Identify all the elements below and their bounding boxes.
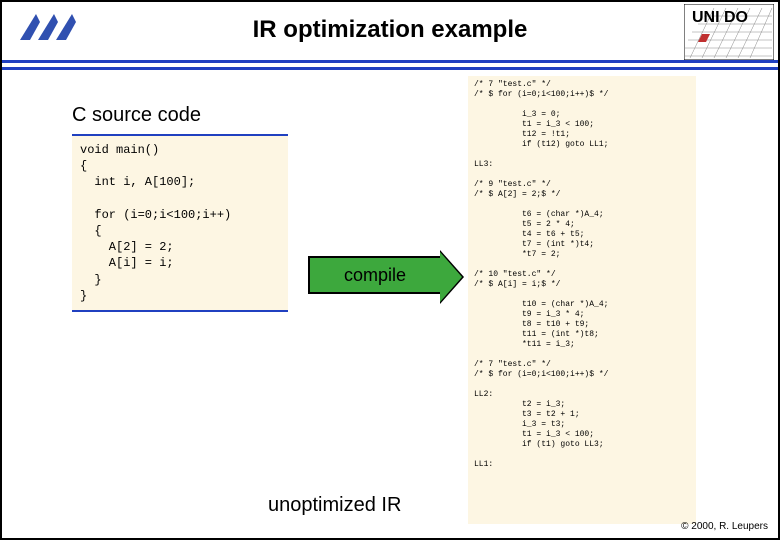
logo-right: UNI DO xyxy=(684,4,774,60)
c-source-label: C source code xyxy=(72,104,201,127)
logo-right-text: UNI DO xyxy=(692,9,748,26)
compile-arrow: compile xyxy=(308,256,442,294)
compile-label: compile xyxy=(344,265,406,286)
slide-title: IR optimization example xyxy=(2,2,778,44)
copyright: © 2000, R. Leupers xyxy=(681,521,768,532)
divider-set xyxy=(2,60,778,70)
code-right: /* 7 "test.c" */ /* $ for (i=0;i<100;i++… xyxy=(468,76,696,524)
code-left: void main() { int i, A[100]; for (i=0;i<… xyxy=(72,136,288,310)
unoptimized-label: unoptimized IR xyxy=(268,494,401,517)
logo-left xyxy=(16,8,78,48)
